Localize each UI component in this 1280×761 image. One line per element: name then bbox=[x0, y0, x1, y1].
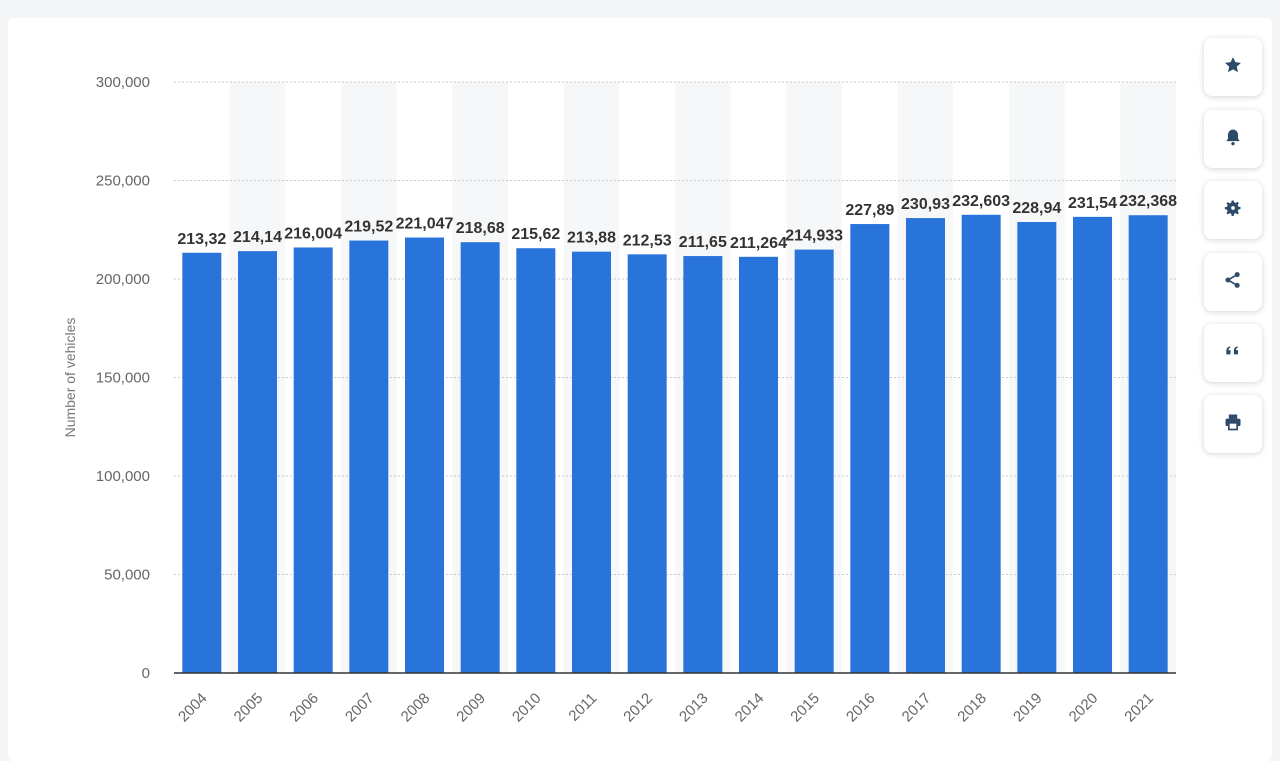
y-tick-label: 300,000 bbox=[96, 74, 150, 91]
x-tick-label: 2021 bbox=[1121, 690, 1157, 726]
star-icon bbox=[1223, 55, 1243, 80]
bar-value-labels: 213,32 214,14 216,004 219,52 221,047 218,68 21… bbox=[177, 193, 1177, 252]
x-tick-label: 2006 bbox=[286, 690, 322, 726]
bar[interactable] bbox=[572, 251, 611, 674]
quote-icon bbox=[1223, 341, 1243, 366]
bar[interactable] bbox=[293, 247, 333, 674]
x-tick-label: 2007 bbox=[342, 690, 378, 726]
bar[interactable] bbox=[683, 256, 723, 673]
notification-button[interactable] bbox=[1204, 110, 1262, 168]
bar-value-label: 212,53 bbox=[623, 232, 672, 249]
x-tick-label: 2009 bbox=[453, 690, 489, 726]
bars bbox=[182, 214, 1168, 674]
y-tick-label: 150,000 bbox=[96, 370, 150, 387]
bar[interactable] bbox=[516, 248, 556, 673]
bar-value-label: 214,933 bbox=[785, 228, 843, 245]
y-tick-label: 50,000 bbox=[104, 567, 150, 584]
x-tick-label: 2019 bbox=[1010, 690, 1046, 726]
bar[interactable] bbox=[349, 240, 389, 673]
bar[interactable] bbox=[794, 249, 834, 674]
bar-value-label: 221,047 bbox=[396, 216, 454, 233]
share-button[interactable] bbox=[1204, 253, 1262, 311]
bar[interactable] bbox=[739, 256, 778, 673]
bar[interactable] bbox=[460, 242, 500, 673]
bar-value-label: 219,52 bbox=[344, 219, 393, 236]
y-tick-label: 100,000 bbox=[96, 468, 150, 485]
bar-value-label: 211,65 bbox=[679, 234, 727, 251]
print-button[interactable] bbox=[1204, 395, 1262, 453]
bar-value-label: 231,54 bbox=[1068, 195, 1117, 212]
x-tick-label: 2018 bbox=[954, 690, 990, 726]
gear-icon bbox=[1223, 198, 1243, 223]
bar[interactable] bbox=[627, 254, 667, 673]
x-tick-label: 2012 bbox=[620, 690, 656, 726]
bar-value-label: 227,89 bbox=[845, 202, 894, 219]
y-tick-label: 250,000 bbox=[96, 173, 150, 190]
bar-value-label: 213,88 bbox=[567, 230, 616, 247]
bar-value-label: 228,94 bbox=[1012, 200, 1061, 217]
favorite-button[interactable] bbox=[1204, 38, 1262, 96]
y-tick-label: 0 bbox=[142, 665, 150, 682]
y-axis-label: Number of vehicles bbox=[62, 318, 78, 438]
bar[interactable] bbox=[1017, 221, 1057, 673]
bar[interactable] bbox=[961, 214, 1001, 673]
y-axis-ticks: 0 50,000 100,000 150,000 200,000 250,000 300,0… bbox=[96, 74, 150, 682]
bar-value-label: 213,32 bbox=[177, 231, 226, 248]
x-tick-label: 2004 bbox=[175, 690, 211, 726]
x-tick-label: 2020 bbox=[1066, 690, 1102, 726]
bar-value-label: 214,14 bbox=[233, 229, 282, 246]
bar-value-label: 232,368 bbox=[1119, 193, 1177, 210]
x-tick-label: 2014 bbox=[732, 690, 768, 726]
x-tick-label: 2010 bbox=[509, 690, 545, 726]
bar-value-label: 218,68 bbox=[456, 220, 505, 237]
x-tick-label: 2013 bbox=[676, 690, 712, 726]
x-tick-label: 2017 bbox=[899, 690, 935, 726]
bar[interactable] bbox=[906, 218, 945, 673]
x-tick-label: 2016 bbox=[843, 690, 879, 726]
bar-value-label: 215,62 bbox=[511, 226, 560, 243]
bar[interactable] bbox=[1073, 216, 1112, 673]
y-tick-label: 200,000 bbox=[96, 271, 150, 288]
bar-value-label: 216,004 bbox=[284, 225, 342, 242]
x-tick-label: 2008 bbox=[398, 690, 434, 726]
bar[interactable] bbox=[182, 252, 222, 674]
gridlines bbox=[174, 81, 1176, 575]
bar[interactable] bbox=[238, 251, 277, 673]
bar-value-label: 232,603 bbox=[952, 193, 1010, 210]
x-tick-label: 2015 bbox=[787, 690, 823, 726]
bell-icon bbox=[1223, 127, 1243, 152]
bar[interactable] bbox=[850, 224, 890, 673]
bar[interactable] bbox=[405, 237, 444, 673]
bar-value-label: 230,93 bbox=[901, 196, 950, 213]
cite-button[interactable] bbox=[1204, 324, 1262, 382]
print-icon bbox=[1223, 412, 1243, 437]
share-icon bbox=[1223, 270, 1243, 295]
x-tick-label: 2011 bbox=[565, 690, 600, 725]
x-axis-ticks: 2004 2005 2006 2007 2008 2009 2010 2011 2012 2013… bbox=[175, 690, 1157, 726]
bar-value-label: 211,264 bbox=[730, 235, 787, 252]
bar[interactable] bbox=[1128, 215, 1168, 673]
settings-button[interactable] bbox=[1204, 181, 1262, 239]
x-tick-label: 2005 bbox=[231, 690, 267, 726]
